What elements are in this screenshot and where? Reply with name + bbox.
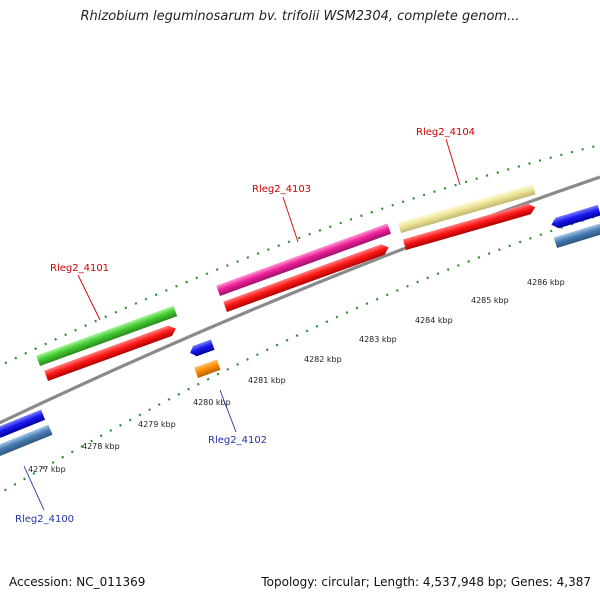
gene-label-rleg2-4100[interactable]: Rleg2_4100 [15,514,74,525]
gene-arrow-right-edge[interactable] [550,204,600,230]
gene-arrow-rleg2-4102[interactable] [188,339,215,358]
leader-line-rleg2-4104 [445,138,461,186]
map-title: Rhizobium leguminosarum bv. trifolii WSM… [80,9,520,24]
gene-arrow-rleg2-4104[interactable] [402,202,537,250]
kbp-labels: 4277 kbp 4278 kbp 4279 kbp 4280 kbp 4281… [28,278,565,474]
gene-label-rleg2-4103[interactable]: Rleg2_4103 [252,184,311,195]
kbp-label: 4285 kbp [471,296,509,305]
kbp-label: 4280 kbp [193,398,231,407]
kbp-label: 4283 kbp [359,335,397,344]
misc-feature-steelblue-left[interactable] [0,424,53,458]
genome-backbone [0,175,600,425]
gene-arrow-rleg2-4103[interactable] [223,242,390,312]
leader-line-rleg2-4103 [282,196,299,243]
kbp-label: 4286 kbp [527,278,565,287]
leader-line-rleg2-4100 [23,465,45,511]
topology-text: Topology: circular; Length: 4,537,948 bp… [261,575,591,589]
misc-feature-orange[interactable] [194,359,221,378]
misc-feature-khaki[interactable] [397,183,536,233]
forward-features [36,183,537,381]
kbp-label: 4284 kbp [415,316,453,325]
misc-feature-steelblue-right[interactable] [553,222,600,248]
leader-line-rleg2-4101 [77,274,101,321]
leader-line-rleg2-4102 [219,389,237,433]
gene-arrow-rleg2-4101[interactable] [44,323,177,381]
reverse-features [0,204,600,458]
gene-labels: Rleg2_4101 Rleg2_4103 Rleg2_4104 Rleg2_4… [15,127,475,525]
gene-label-rleg2-4104[interactable]: Rleg2_4104 [416,127,475,138]
misc-feature-green[interactable] [36,305,178,366]
kbp-label: 4277 kbp [28,465,66,474]
misc-feature-magenta[interactable] [216,223,392,296]
accession-text: Accession: NC_011369 [9,575,146,589]
kbp-label: 4279 kbp [138,420,176,429]
gene-label-rleg2-4102[interactable]: Rleg2_4102 [208,435,267,446]
gene-label-rleg2-4101[interactable]: Rleg2_4101 [50,263,109,274]
kbp-label: 4282 kbp [304,355,342,364]
gene-arrow-rleg2-4100[interactable] [0,409,46,440]
kbp-label: 4281 kbp [248,376,286,385]
kbp-label: 4278 kbp [82,442,120,451]
